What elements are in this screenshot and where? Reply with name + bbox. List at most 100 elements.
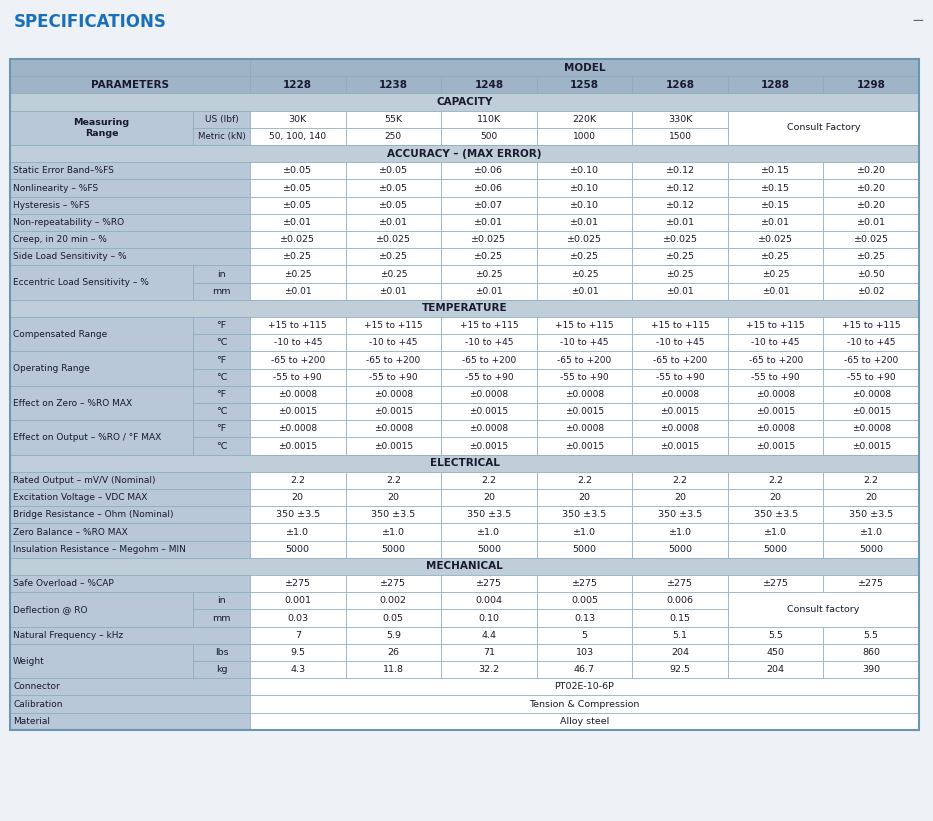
Text: Non-repeatability – %RO: Non-repeatability – %RO bbox=[13, 218, 124, 227]
Text: ±1.0: ±1.0 bbox=[573, 528, 596, 536]
Bar bbox=[633, 661, 728, 678]
Text: ±275: ±275 bbox=[572, 579, 597, 588]
Bar bbox=[10, 557, 919, 575]
Text: Effect on Output – %RO / °F MAX: Effect on Output – %RO / °F MAX bbox=[13, 433, 161, 442]
Text: -10 to +45: -10 to +45 bbox=[656, 338, 704, 347]
Bar bbox=[536, 472, 633, 489]
Text: 0.05: 0.05 bbox=[383, 613, 404, 622]
Bar bbox=[536, 420, 633, 438]
Text: 390: 390 bbox=[862, 665, 880, 674]
Bar bbox=[536, 128, 633, 145]
Bar bbox=[728, 403, 824, 420]
Text: 0.005: 0.005 bbox=[571, 596, 598, 605]
Bar bbox=[441, 265, 536, 282]
Bar bbox=[10, 507, 250, 524]
Text: 2.2: 2.2 bbox=[577, 476, 592, 485]
Bar bbox=[824, 334, 919, 351]
Bar bbox=[441, 507, 536, 524]
Bar bbox=[345, 76, 441, 94]
Bar bbox=[250, 609, 345, 626]
Text: ±1.0: ±1.0 bbox=[286, 528, 309, 536]
Text: ±0.025: ±0.025 bbox=[662, 235, 698, 244]
Text: MECHANICAL: MECHANICAL bbox=[426, 562, 503, 571]
Text: ±0.01: ±0.01 bbox=[571, 287, 598, 296]
Text: ±0.0015: ±0.0015 bbox=[852, 407, 891, 416]
Bar bbox=[345, 524, 441, 540]
Bar bbox=[633, 334, 728, 351]
Bar bbox=[345, 438, 441, 455]
Text: -55 to +90: -55 to +90 bbox=[847, 373, 896, 382]
Bar bbox=[10, 59, 250, 76]
Text: ±0.0008: ±0.0008 bbox=[661, 424, 700, 433]
Text: PARAMETERS: PARAMETERS bbox=[91, 80, 169, 89]
Text: -65 to +200: -65 to +200 bbox=[748, 355, 802, 365]
Bar bbox=[10, 626, 250, 644]
Bar bbox=[441, 282, 536, 300]
Text: Operating Range: Operating Range bbox=[13, 364, 90, 373]
Bar bbox=[345, 420, 441, 438]
Text: SPECIFICATIONS: SPECIFICATIONS bbox=[14, 13, 167, 31]
Text: ±0.12: ±0.12 bbox=[665, 200, 694, 209]
Bar bbox=[728, 644, 824, 661]
Bar bbox=[345, 111, 441, 128]
Bar bbox=[633, 403, 728, 420]
Text: ±0.0008: ±0.0008 bbox=[565, 424, 604, 433]
Text: +15 to +115: +15 to +115 bbox=[842, 321, 900, 330]
Text: ±0.01: ±0.01 bbox=[379, 218, 408, 227]
Text: 1248: 1248 bbox=[474, 80, 504, 89]
Bar bbox=[10, 317, 193, 351]
Text: -10 to +45: -10 to +45 bbox=[751, 338, 800, 347]
Text: ±0.0015: ±0.0015 bbox=[374, 442, 413, 451]
Bar bbox=[536, 524, 633, 540]
Bar bbox=[250, 334, 345, 351]
Text: Nonlinearity – %FS: Nonlinearity – %FS bbox=[13, 184, 98, 192]
Text: ±0.0008: ±0.0008 bbox=[756, 424, 795, 433]
Bar bbox=[250, 472, 345, 489]
Text: 103: 103 bbox=[576, 648, 593, 657]
Text: ±0.01: ±0.01 bbox=[474, 218, 504, 227]
Bar bbox=[728, 661, 824, 678]
Bar bbox=[345, 540, 441, 557]
Text: 92.5: 92.5 bbox=[670, 665, 690, 674]
Text: ±0.05: ±0.05 bbox=[284, 200, 313, 209]
Text: 860: 860 bbox=[862, 648, 880, 657]
Text: Alloy steel: Alloy steel bbox=[560, 717, 609, 726]
Bar bbox=[824, 420, 919, 438]
Text: 1268: 1268 bbox=[665, 80, 694, 89]
Text: Rated Output – mV/V (Nominal): Rated Output – mV/V (Nominal) bbox=[13, 476, 156, 485]
Text: 2.2: 2.2 bbox=[864, 476, 879, 485]
Text: ±0.25: ±0.25 bbox=[284, 269, 312, 278]
Bar bbox=[633, 180, 728, 196]
Text: ±0.05: ±0.05 bbox=[379, 200, 408, 209]
Text: US (lbf): US (lbf) bbox=[204, 115, 238, 124]
Text: ±0.25: ±0.25 bbox=[570, 252, 599, 261]
Text: ±275: ±275 bbox=[285, 579, 311, 588]
Text: ±0.0008: ±0.0008 bbox=[852, 390, 891, 399]
Bar bbox=[250, 111, 345, 128]
Text: Consult factory: Consult factory bbox=[787, 605, 859, 614]
Text: 350 ±3.5: 350 ±3.5 bbox=[371, 511, 415, 520]
Bar bbox=[10, 145, 919, 163]
Text: ±0.0015: ±0.0015 bbox=[374, 407, 413, 416]
Text: ±0.0008: ±0.0008 bbox=[469, 390, 508, 399]
Bar bbox=[633, 265, 728, 282]
Bar bbox=[10, 420, 193, 455]
Text: °F: °F bbox=[216, 424, 227, 433]
Text: ±0.12: ±0.12 bbox=[665, 167, 694, 176]
Bar bbox=[250, 76, 345, 94]
Bar bbox=[728, 369, 824, 386]
Text: 20: 20 bbox=[483, 493, 494, 502]
Bar bbox=[824, 265, 919, 282]
Bar bbox=[250, 678, 919, 695]
Bar bbox=[193, 386, 250, 403]
Text: -65 to +200: -65 to +200 bbox=[367, 355, 421, 365]
Bar bbox=[441, 128, 536, 145]
Bar bbox=[441, 489, 536, 507]
Bar bbox=[728, 540, 824, 557]
Bar bbox=[633, 111, 728, 128]
Text: mm: mm bbox=[212, 287, 230, 296]
Bar bbox=[250, 420, 345, 438]
Bar bbox=[728, 592, 919, 626]
Text: +15 to +115: +15 to +115 bbox=[269, 321, 327, 330]
Text: 1258: 1258 bbox=[570, 80, 599, 89]
